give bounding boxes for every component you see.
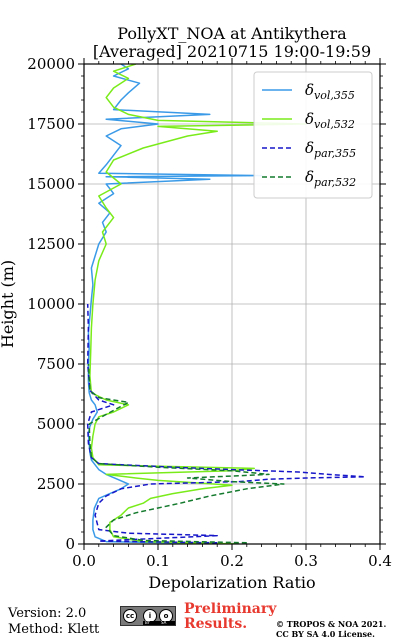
x-tick-label: 0.0 (72, 552, 96, 570)
x-tick-label: 0.3 (294, 552, 318, 570)
cc-icon: cc (123, 609, 137, 623)
version-text: Version: 2.0 (8, 606, 87, 621)
by-label: BY (145, 620, 150, 625)
preliminary-line-2: Results. (184, 616, 248, 632)
legend-symbol: δ (305, 139, 314, 157)
series-line-par-532 (87, 363, 285, 544)
sa-label: SA (161, 620, 167, 625)
license-label-bar (143, 621, 175, 625)
y-axis-label: Height (m) (0, 260, 17, 348)
method-text: Method: Klett (8, 622, 100, 637)
y-tick-label: 17500 (27, 115, 75, 133)
copyright-line-2: CC BY SA 4.0 License. (276, 629, 375, 639)
legend-symbol: δ (305, 168, 314, 186)
cc-license-badge: cc i o BY SA (120, 606, 176, 626)
y-tick-label: 5000 (37, 415, 75, 433)
x-tick-label: 0.2 (220, 552, 244, 570)
series-line-vol-355 (87, 64, 263, 544)
axis-ticks: 0.0 0.1 0.2 0.3 0.4 0 2500 5000 7500 10000 12500 15… (27, 55, 392, 570)
y-tick-label: 2500 (37, 475, 75, 493)
x-tick-label: 0.4 (368, 552, 392, 570)
legend-symbol: δ (305, 110, 314, 128)
legend-subscript: vol,355 (314, 89, 355, 102)
legend-symbol: δ (305, 81, 314, 99)
legend-box (253, 71, 373, 199)
y-tick-label: 15000 (27, 175, 75, 193)
footer-left: Version: 2.0 Method: Klett (8, 606, 99, 638)
data-series-layer (86, 64, 366, 544)
chart-title-line-2: [Averaged] 20210715 19:00-19:59 (93, 42, 371, 61)
legend-entry: δvol,532 (305, 110, 355, 131)
chart-title-line-1: PollyXT_NOA at Antikythera (117, 24, 347, 43)
preliminary-results-label: Preliminary Results. (184, 602, 276, 632)
preliminary-line-1: Preliminary (184, 601, 277, 617)
copyright-notice: © TROPOS & NOA 2021. CC BY SA 4.0 Licens… (276, 619, 386, 639)
legend-entry: δpar,355 (305, 139, 356, 160)
y-tick-label: 7500 (37, 355, 75, 373)
y-tick-label: 20000 (27, 55, 75, 73)
series-line-par-355 (86, 303, 366, 544)
y-tick-label: 0 (65, 535, 75, 553)
copyright-line-1: © TROPOS & NOA 2021. (276, 619, 387, 629)
y-tick-label: 12500 (27, 235, 75, 253)
legend-subscript: par,532 (314, 176, 356, 189)
legend-entry: δpar,532 (305, 168, 356, 189)
x-tick-label: 0.1 (146, 552, 170, 570)
legend-subscript: par,355 (314, 147, 356, 160)
x-axis-label: Depolarization Ratio (148, 573, 315, 592)
y-tick-label: 10000 (27, 295, 75, 313)
legend-entry: δvol,355 (305, 81, 355, 102)
legend-subscript: vol,532 (314, 118, 355, 131)
